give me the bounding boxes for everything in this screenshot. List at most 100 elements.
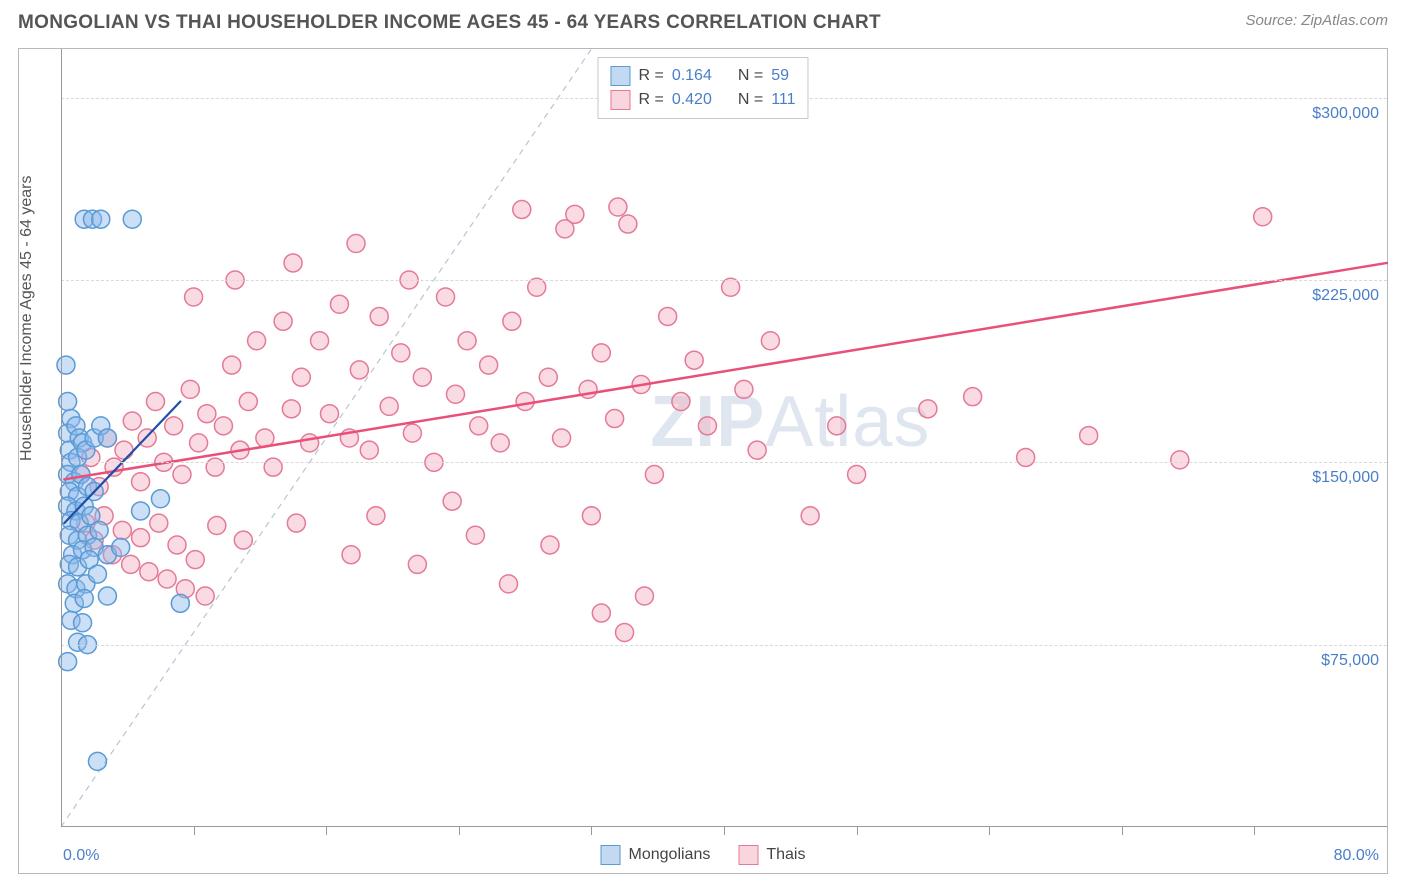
point-thais (146, 393, 164, 411)
point-mongolians (90, 521, 108, 539)
n-label: N = (738, 88, 763, 112)
x-tick (591, 827, 592, 835)
x-tick (724, 827, 725, 835)
point-thais (301, 434, 319, 452)
point-thais (513, 200, 531, 218)
point-thais (443, 492, 461, 510)
point-thais (848, 465, 866, 483)
x-tick (857, 827, 858, 835)
point-thais (408, 555, 426, 573)
point-thais (223, 356, 241, 374)
legend-series: Mongolians Thais (601, 845, 806, 865)
swatch-thais (610, 90, 630, 110)
point-thais (132, 529, 150, 547)
point-thais (592, 344, 610, 362)
point-thais (413, 368, 431, 386)
y-tick-label: $75,000 (1321, 652, 1379, 670)
point-thais (360, 441, 378, 459)
point-mongolians (74, 614, 92, 632)
r-label: R = (638, 88, 663, 112)
point-thais (1080, 427, 1098, 445)
point-mongolians (98, 429, 116, 447)
point-thais (248, 332, 266, 350)
point-thais (761, 332, 779, 350)
point-thais (466, 526, 484, 544)
y-tick-label: $150,000 (1312, 469, 1379, 487)
chart-header: MONGOLIAN VS THAI HOUSEHOLDER INCOME AGE… (0, 0, 1406, 40)
point-thais (491, 434, 509, 452)
legend-correlation: R = 0.164 N = 59 R = 0.420 N = 111 (597, 57, 808, 119)
n-value-thais: 111 (771, 88, 795, 112)
point-thais (516, 393, 534, 411)
point-thais (1171, 451, 1189, 469)
point-thais (500, 575, 518, 593)
legend-row-thais: R = 0.420 N = 111 (610, 88, 795, 112)
point-thais (181, 380, 199, 398)
point-thais (1017, 448, 1035, 466)
point-thais (158, 570, 176, 588)
point-thais (234, 531, 252, 549)
x-tick (1254, 827, 1255, 835)
point-thais (292, 368, 310, 386)
y-axis-title: Householder Income Ages 45 - 64 years (18, 176, 36, 462)
point-thais (370, 307, 388, 325)
x-axis-min-label: 0.0% (63, 847, 99, 865)
point-thais (541, 536, 559, 554)
point-mongolians (92, 210, 110, 228)
point-thais (122, 555, 140, 573)
x-tick (989, 827, 990, 835)
point-thais (196, 587, 214, 605)
point-thais (698, 417, 716, 435)
point-thais (342, 546, 360, 564)
point-thais (556, 220, 574, 238)
point-thais (311, 332, 329, 350)
point-thais (964, 388, 982, 406)
point-thais (123, 412, 141, 430)
point-thais (480, 356, 498, 374)
point-thais (165, 417, 183, 435)
point-thais (470, 417, 488, 435)
point-thais (437, 288, 455, 306)
y-axis-line (61, 49, 62, 827)
point-thais (392, 344, 410, 362)
point-mongolians (123, 210, 141, 228)
point-thais (446, 385, 464, 403)
point-thais (239, 393, 257, 411)
point-thais (274, 312, 292, 330)
legend-item-thais: Thais (738, 845, 805, 865)
point-thais (748, 441, 766, 459)
point-thais (140, 563, 158, 581)
point-mongolians (57, 356, 75, 374)
point-thais (592, 604, 610, 622)
point-thais (113, 521, 131, 539)
point-thais (616, 624, 634, 642)
point-thais (214, 417, 232, 435)
point-thais (919, 400, 937, 418)
r-value-thais: 0.420 (672, 88, 712, 112)
legend-row-mongolians: R = 0.164 N = 59 (610, 64, 795, 88)
chart-source: Source: ZipAtlas.com (1245, 12, 1388, 29)
point-thais (321, 405, 339, 423)
point-mongolians (132, 502, 150, 520)
swatch-mongolians-icon (601, 845, 621, 865)
point-thais (503, 312, 521, 330)
r-value-mongolians: 0.164 (672, 64, 712, 88)
swatch-thais-icon (738, 845, 758, 865)
point-thais (282, 400, 300, 418)
point-mongolians (98, 587, 116, 605)
chart-container: Householder Income Ages 45 - 64 years ZI… (18, 48, 1388, 874)
point-thais (801, 507, 819, 525)
point-thais (403, 424, 421, 442)
point-mongolians (151, 490, 169, 508)
point-mongolians (88, 752, 106, 770)
n-value-mongolians: 59 (771, 64, 789, 88)
plot-svg (61, 49, 1387, 827)
point-thais (606, 410, 624, 428)
legend-label-thais: Thais (766, 846, 805, 864)
point-thais (198, 405, 216, 423)
point-mongolians (171, 594, 189, 612)
r-label: R = (638, 64, 663, 88)
chart-title: MONGOLIAN VS THAI HOUSEHOLDER INCOME AGE… (18, 12, 881, 34)
point-thais (350, 361, 368, 379)
point-mongolians (75, 589, 93, 607)
